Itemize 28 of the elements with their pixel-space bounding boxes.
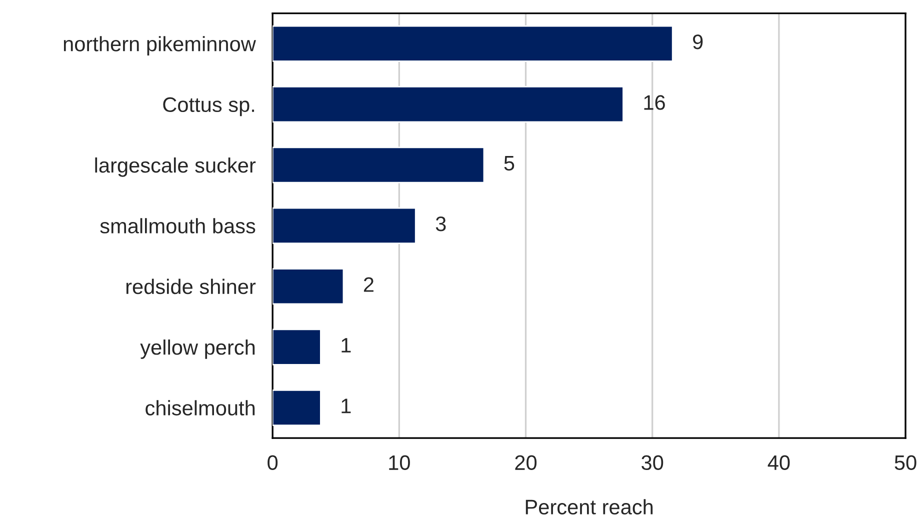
- y-tick-label: largescale sucker: [95, 157, 256, 177]
- bar: [272, 207, 416, 244]
- y-tick-label: yellow perch: [140, 340, 255, 359]
- annotation: 1: [342, 338, 351, 352]
- annotation: 2: [364, 277, 374, 292]
- bar: [272, 146, 485, 184]
- y-tick-label: Cottus sp.: [163, 97, 254, 116]
- x-tick-label: 50: [894, 455, 916, 470]
- bar: [272, 86, 624, 123]
- bar: [272, 389, 322, 426]
- annotation: 1: [342, 398, 351, 414]
- y-tick-label: smallmouth bass: [100, 218, 256, 234]
- bar: [272, 268, 344, 305]
- annotation: 3: [436, 216, 446, 232]
- bar: [272, 328, 322, 366]
- x-tick-label: 30: [642, 455, 664, 470]
- annotation: 16: [644, 95, 665, 110]
- bar: [272, 25, 674, 62]
- x-tick-label: 20: [515, 455, 537, 470]
- x-axis-title: Percent reach: [526, 499, 653, 514]
- y-tick-label: chiselmouth: [146, 400, 255, 416]
- x-tick-label: 10: [389, 455, 410, 470]
- x-tick-label: 0: [268, 455, 278, 470]
- x-tick-label: 40: [768, 455, 790, 470]
- annotation: 5: [504, 156, 514, 171]
- y-tick-label: redside shiner: [126, 278, 256, 294]
- annotation: 9: [693, 34, 703, 50]
- y-tick-label: northern pikeminnow: [64, 36, 256, 56]
